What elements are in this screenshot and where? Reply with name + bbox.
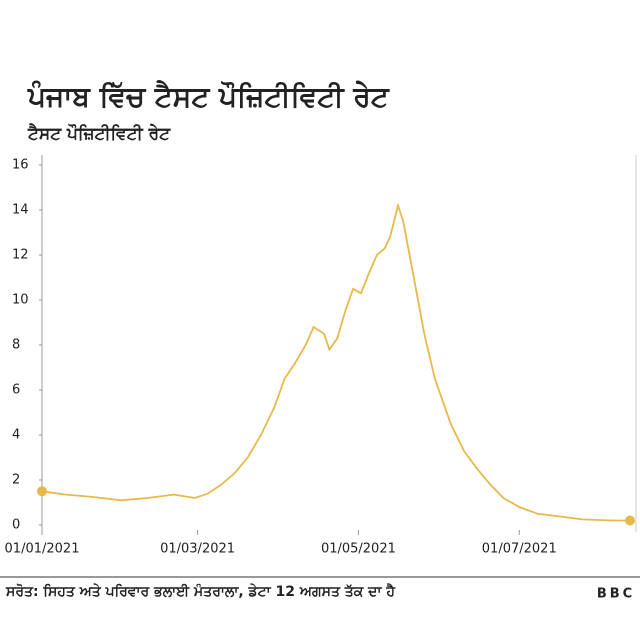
x-tick-label: 01/07/2021 <box>482 542 557 557</box>
y-tick-label: 2 <box>12 473 20 488</box>
y-tick-label: 4 <box>12 428 20 443</box>
x-tick-label: 01/05/2021 <box>321 542 396 557</box>
x-tick-label: 01/03/2021 <box>160 542 235 557</box>
y-tick-label: 14 <box>12 203 29 218</box>
source-note: ਸਰੋਤ: ਸਿਹਤ ਅਤੇ ਪਰਿਵਾਰ ਭਲਾਈ ਮੰਤਰਾਲਾ, ਡੇਟਾ… <box>5 582 396 600</box>
chart-subtitle: ਟੈਸਟ ਪੌਜ਼ਿਟੀਵਿਟੀ ਰੇਟ <box>27 123 171 144</box>
y-tick-label: 16 <box>12 158 29 173</box>
chart-title: ਪੰਜਾਬ ਵਿੱਚ ਟੈਸਟ ਪੌਜ਼ਿਟੀਵਿਟੀ ਰੇਟ <box>27 80 390 113</box>
logo: BBC <box>597 587 635 602</box>
y-tick-label: 12 <box>12 248 29 263</box>
end-point <box>625 515 635 526</box>
data-line <box>41 202 630 522</box>
x-tick-label: 01/01/2021 <box>5 542 80 557</box>
end-point <box>37 486 47 497</box>
y-tick-label: 0 <box>12 518 20 533</box>
y-tick-label: 6 <box>12 383 20 398</box>
y-tick-label: 8 <box>12 338 20 353</box>
y-tick-label: 10 <box>12 293 29 308</box>
